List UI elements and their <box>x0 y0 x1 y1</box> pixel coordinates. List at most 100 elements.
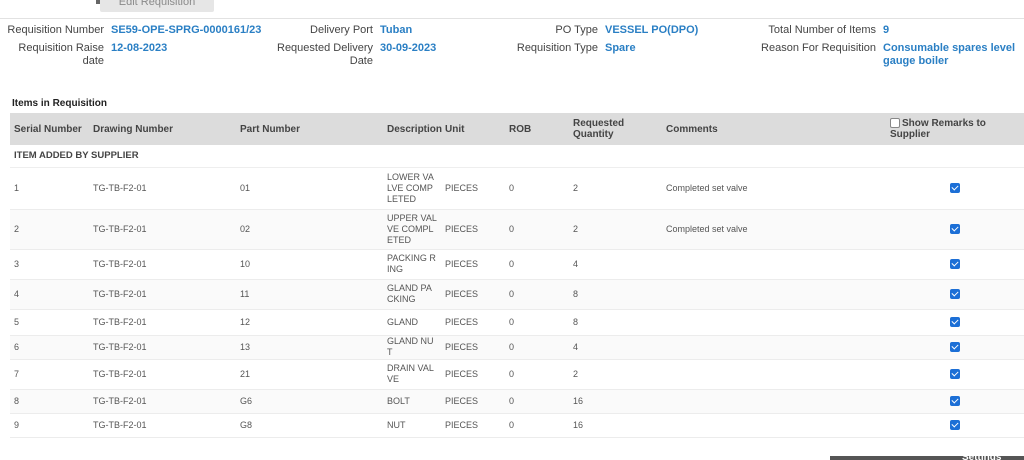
info-row-2: Requisition Raise date 12-08-2023 Reques… <box>0 42 1024 78</box>
cell-comments <box>662 309 886 336</box>
cell-drawing-number: TG-TB-F2-01 <box>89 359 236 390</box>
cell-unit: PIECES <box>441 309 505 336</box>
cell-serial: 7 <box>10 359 89 390</box>
cell-unit: PIECES <box>441 335 505 360</box>
cell-show-remarks <box>886 389 1024 414</box>
reason-value-line-2: gauge boiler <box>883 55 949 67</box>
delivery-port-value: Tuban <box>380 24 413 36</box>
show-remarks-checkbox[interactable] <box>950 369 960 380</box>
cell-description: GLAND NUT <box>383 335 441 360</box>
cell-description: GLAND <box>383 309 441 336</box>
cell-rob: 0 <box>505 389 569 414</box>
cell-requested-quantity: 2 <box>569 167 662 210</box>
col-drawing-number[interactable]: Drawing Number <box>89 113 236 145</box>
col-comments[interactable]: Comments <box>662 113 886 145</box>
edit-requisition-button[interactable]: Edit Requisition <box>100 0 214 12</box>
items-table: Serial Number Drawing Number Part Number… <box>10 113 1024 438</box>
cell-description: LOWER VALVE COMPLETED <box>383 167 441 210</box>
reason-value-line-1: Consumable spares level <box>883 42 1016 54</box>
cell-comments <box>662 335 886 360</box>
po-type-label: PO Type <box>555 24 598 36</box>
cell-requested-quantity: 16 <box>569 413 662 438</box>
requisition-number-value: SE59-OPE-SPRG-0000161/23 <box>111 24 262 36</box>
reason-value: Consumable spares level gauge boiler <box>883 42 1015 68</box>
col-description[interactable]: Description <box>383 113 442 145</box>
info-row-1: Requisition Number SE59-OPE-SPRG-0000161… <box>0 22 1024 48</box>
cell-part-number: G6 <box>236 389 383 414</box>
col-part-number[interactable]: Part Number <box>236 113 383 145</box>
top-edge-marker <box>96 0 100 4</box>
raise-date-label-line-2: date <box>82 55 104 67</box>
requested-delivery-label-line-1: Requested Delivery <box>277 42 373 54</box>
show-remarks-label: Show Remarks to Supplier <box>890 118 986 140</box>
cell-rob: 0 <box>505 167 569 210</box>
table-row[interactable]: 8 TG-TB-F2-01 G6 BOLT PIECES 0 16 <box>10 389 1024 414</box>
cell-comments <box>662 359 886 390</box>
cell-drawing-number: TG-TB-F2-01 <box>89 249 236 280</box>
show-remarks-checkbox[interactable] <box>950 224 960 235</box>
requisition-type-label: Requisition Type <box>516 42 598 54</box>
table-row[interactable]: 7 TG-TB-F2-01 21 DRAIN VALVE PIECES 0 2 <box>10 359 1024 390</box>
cell-part-number: 11 <box>236 279 383 310</box>
raise-date-value: 12-08-2023 <box>111 42 168 54</box>
cell-serial: 2 <box>10 209 89 250</box>
show-remarks-checkbox[interactable] <box>950 183 960 194</box>
raise-date-label: Requisition Raise date <box>0 42 104 68</box>
cell-unit: PIECES <box>441 413 505 438</box>
requisition-info: Requisition Number SE59-OPE-SPRG-0000161… <box>0 22 1024 78</box>
table-header-row: Serial Number Drawing Number Part Number… <box>10 113 1024 145</box>
show-remarks-checkbox[interactable] <box>950 342 960 353</box>
cell-drawing-number: TG-TB-F2-01 <box>89 209 236 250</box>
table-row[interactable]: 4 TG-TB-F2-01 11 GLAND PACKING PIECES 0 8 <box>10 279 1024 310</box>
requisition-number-label: Requisition Number <box>7 24 104 36</box>
table-row[interactable]: 5 TG-TB-F2-01 12 GLAND PIECES 0 8 <box>10 309 1024 336</box>
cell-description: NUT <box>383 413 441 438</box>
cell-part-number: 02 <box>236 209 383 250</box>
col-requested-line-1: Requested <box>573 118 625 129</box>
cell-comments <box>662 389 886 414</box>
cell-part-number: G8 <box>236 413 383 438</box>
cell-description: BOLT <box>383 389 441 414</box>
cell-serial: 4 <box>10 279 89 310</box>
show-remarks-checkbox[interactable] <box>950 396 960 407</box>
show-remarks-all-checkbox[interactable] <box>890 118 900 129</box>
show-remarks-checkbox[interactable] <box>950 317 960 328</box>
settings-tab[interactable]: Settings <box>962 452 1002 460</box>
col-requested-line-2: Quantity <box>573 129 614 140</box>
cell-part-number: 10 <box>236 249 383 280</box>
show-remarks-checkbox[interactable] <box>950 259 960 270</box>
cell-drawing-number: TG-TB-F2-01 <box>89 309 236 336</box>
cell-comments <box>662 279 886 310</box>
cell-serial: 1 <box>10 167 89 210</box>
col-serial-number[interactable]: Serial Number <box>10 113 89 145</box>
cell-rob: 0 <box>505 335 569 360</box>
reason-label: Reason For Requisition <box>761 42 876 54</box>
col-requested-quantity[interactable]: Requested Quantity <box>569 113 662 145</box>
col-unit[interactable]: Unit <box>441 113 505 145</box>
table-row[interactable]: 6 TG-TB-F2-01 13 GLAND NUT PIECES 0 4 <box>10 335 1024 360</box>
show-remarks-checkbox[interactable] <box>950 289 960 300</box>
table-row[interactable]: 2 TG-TB-F2-01 02 UPPER VALVE COMPLETED PIECE… <box>10 209 1024 250</box>
cell-unit: PIECES <box>441 279 505 310</box>
cell-part-number: 21 <box>236 359 383 390</box>
show-remarks-checkbox[interactable] <box>950 420 960 431</box>
cell-serial: 9 <box>10 413 89 438</box>
cell-show-remarks <box>886 309 1024 336</box>
cell-show-remarks <box>886 413 1024 438</box>
table-row[interactable]: 3 TG-TB-F2-01 10 PACKING RING PIECES 0 4 <box>10 249 1024 280</box>
cell-comments <box>662 413 886 438</box>
cell-drawing-number: TG-TB-F2-01 <box>89 335 236 360</box>
table-row[interactable]: 9 TG-TB-F2-01 G8 NUT PIECES 0 16 <box>10 413 1024 438</box>
cell-unit: PIECES <box>441 167 505 210</box>
cell-description: PACKING RING <box>383 249 441 280</box>
cell-description: GLAND PACKING <box>383 279 441 310</box>
table-row[interactable]: 1 TG-TB-F2-01 01 LOWER VALVE COMPLETED PIECE… <box>10 167 1024 210</box>
cell-comments <box>662 249 886 280</box>
cell-rob: 0 <box>505 279 569 310</box>
cell-serial: 3 <box>10 249 89 280</box>
bottom-bar <box>830 456 1024 460</box>
cell-show-remarks <box>886 359 1024 390</box>
cell-rob: 0 <box>505 249 569 280</box>
col-rob[interactable]: ROB <box>505 113 569 145</box>
cell-part-number: 12 <box>236 309 383 336</box>
